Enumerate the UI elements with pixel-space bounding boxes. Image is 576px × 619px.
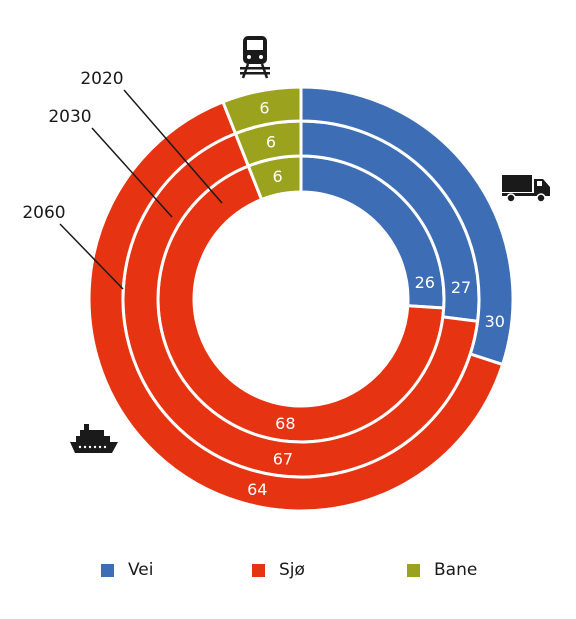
value-label-2060-vei: 30 xyxy=(485,312,505,331)
legend-label-sjo: Sjø xyxy=(279,560,305,580)
ring-segment-2060-sjo xyxy=(87,99,505,513)
legend-swatch-vei xyxy=(101,563,114,577)
series-label-2060: 2060 xyxy=(22,203,65,223)
value-label-2030-sjo: 67 xyxy=(273,449,293,468)
value-label-2060-sjo: 64 xyxy=(247,480,267,499)
chart-rings xyxy=(87,85,515,513)
train-icon xyxy=(240,36,270,79)
series-leaders: 2020 2030 2060 xyxy=(22,69,223,290)
leader-line-2030 xyxy=(91,127,173,218)
value-label-2020-sjo: 68 xyxy=(275,414,295,433)
legend-item-bane: Bane xyxy=(407,555,477,585)
value-labels: 26 68 6 27 67 6 30 64 6 xyxy=(247,98,505,499)
donut-chart: 26 68 6 27 67 6 30 64 6 2020 2030 2060 xyxy=(22,36,550,513)
ship-icon xyxy=(70,424,118,453)
leader-line-2020 xyxy=(123,89,223,204)
ring-segment-2060-bane xyxy=(221,85,303,136)
truck-icon xyxy=(502,175,550,203)
legend-label-vei: Vei xyxy=(128,560,154,580)
value-label-2030-bane: 6 xyxy=(266,132,276,151)
legend-swatch-sjo xyxy=(252,563,265,577)
leader-line-2060 xyxy=(59,223,124,290)
legend: Vei Sjø Bane xyxy=(0,555,576,585)
legend-label-bane: Bane xyxy=(434,560,478,580)
value-label-2020-bane: 6 xyxy=(272,167,282,186)
legend-swatch-bane xyxy=(407,563,420,577)
legend-item-vei: Vei xyxy=(101,555,154,585)
value-label-2020-vei: 26 xyxy=(415,273,435,292)
value-label-2030-vei: 27 xyxy=(451,278,471,297)
series-label-2020: 2020 xyxy=(80,69,123,89)
series-label-2030: 2030 xyxy=(48,107,91,127)
legend-item-sjo: Sjø xyxy=(252,555,305,585)
value-label-2060-bane: 6 xyxy=(259,98,269,117)
